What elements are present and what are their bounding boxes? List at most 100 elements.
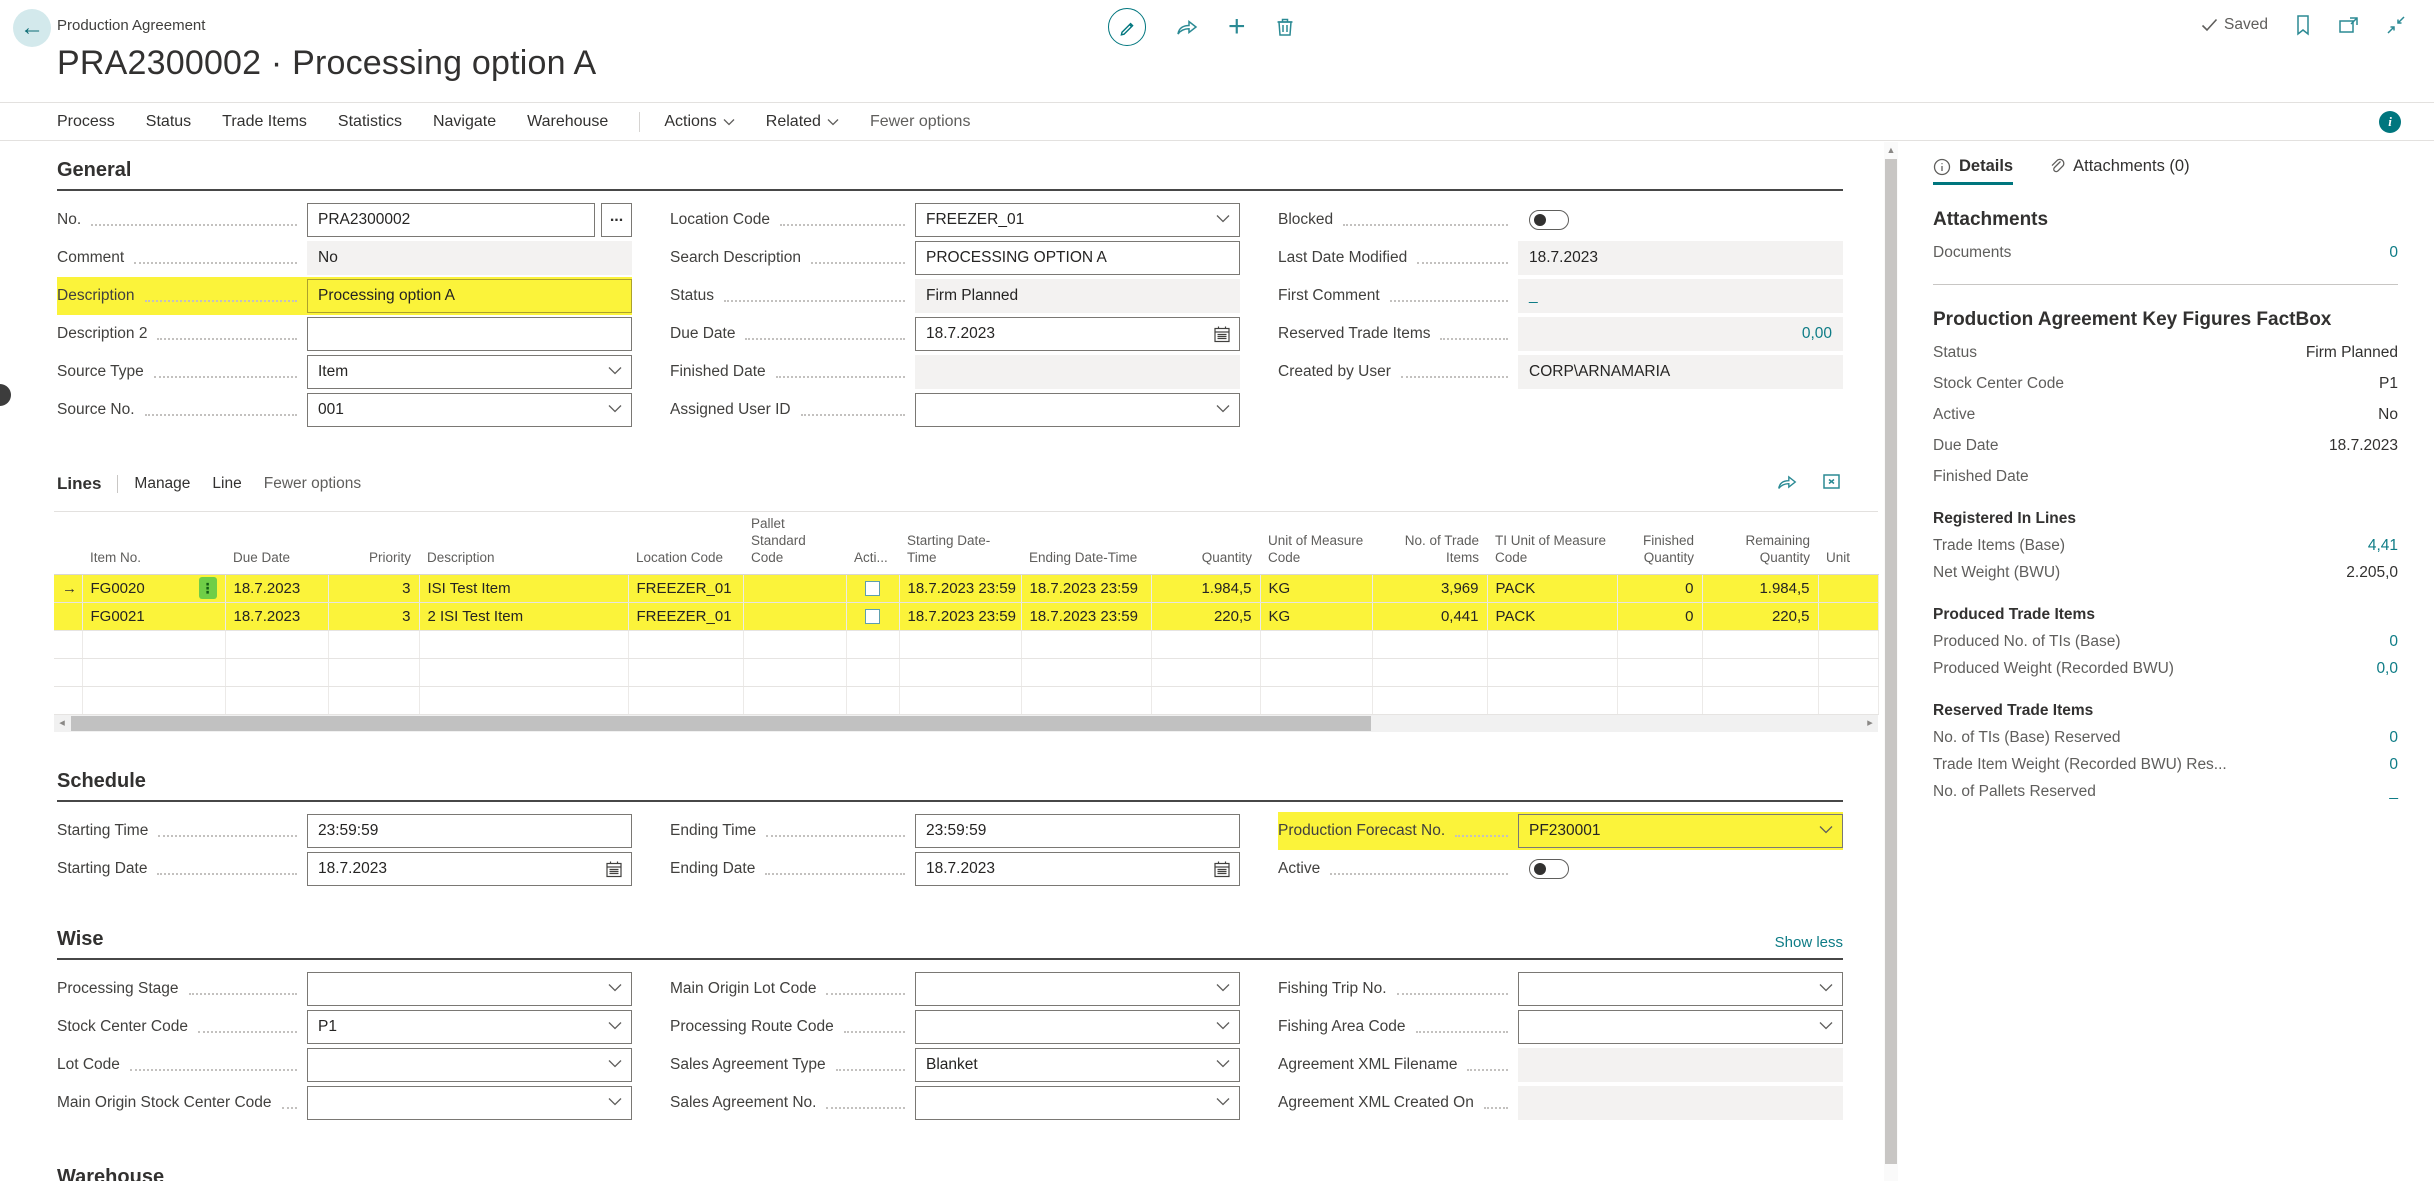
no-input[interactable]: PRA2300002 — [307, 203, 595, 237]
due-date-input[interactable]: 18.7.2023 — [915, 317, 1240, 351]
breadcrumb[interactable]: Production Agreement — [57, 17, 205, 34]
col-active[interactable]: Acti... — [846, 512, 899, 575]
main-vertical-scrollbar[interactable]: ▲ — [1884, 142, 1898, 1181]
source-no-select[interactable]: 001 — [307, 393, 632, 427]
col-remaining-quantity[interactable]: Remaining Quantity — [1702, 512, 1818, 575]
attachments-heading: Attachments — [1933, 209, 2398, 231]
delete-icon[interactable] — [1274, 15, 1296, 39]
lines-fewer-options[interactable]: Fewer options — [264, 475, 361, 493]
sales-agreement-type-select[interactable]: Blanket — [915, 1048, 1240, 1082]
lines-line-menu[interactable]: Line — [212, 475, 241, 493]
warehouse-section-title[interactable]: Warehouse — [57, 1166, 164, 1181]
col-finished-quantity[interactable]: Finished Quantity — [1617, 512, 1702, 575]
menu-process[interactable]: Process — [57, 113, 115, 131]
menu-warehouse[interactable]: Warehouse — [527, 113, 608, 131]
assigned-user-id-select[interactable] — [915, 393, 1240, 427]
new-icon[interactable]: + — [1228, 12, 1246, 42]
scrollbar-thumb[interactable] — [1885, 159, 1897, 1164]
tab-attachments[interactable]: Attachments (0) — [2049, 157, 2189, 185]
main-origin-stock-center-code-select[interactable] — [307, 1086, 632, 1120]
table-row[interactable]: → FG0020⋮ 18.7.2023 3 ISI Test Item FREE… — [54, 574, 1878, 602]
active-toggle[interactable] — [1529, 859, 1569, 879]
wise-section-title[interactable]: Wise — [57, 928, 104, 951]
kv-produced-no-of-tis: Produced No. of TIs (Base)0 — [1933, 633, 2398, 651]
collapse-icon[interactable] — [2386, 15, 2406, 35]
info-icon[interactable]: i — [2379, 111, 2401, 133]
blocked-toggle[interactable] — [1529, 210, 1569, 230]
processing-stage-select[interactable] — [307, 972, 632, 1006]
menu-navigate[interactable]: Navigate — [433, 113, 496, 131]
source-type-select[interactable]: Item — [307, 355, 632, 389]
calendar-icon[interactable] — [605, 860, 623, 879]
share-icon[interactable] — [1174, 15, 1200, 39]
menu-related[interactable]: Related — [766, 113, 839, 131]
lot-code-select[interactable] — [307, 1048, 632, 1082]
menu-fewer-options[interactable]: Fewer options — [870, 113, 971, 131]
active-checkbox[interactable] — [865, 609, 880, 624]
scroll-up-icon[interactable]: ▲ — [1884, 142, 1898, 158]
scroll-right-icon[interactable]: ▸ — [1862, 715, 1878, 732]
bookmark-icon[interactable] — [2294, 14, 2312, 36]
menu-trade-items[interactable]: Trade Items — [222, 113, 307, 131]
menu-statistics[interactable]: Statistics — [338, 113, 402, 131]
starting-time-input[interactable]: 23:59:59 — [307, 814, 632, 848]
starting-date-input[interactable]: 18.7.2023 — [307, 852, 632, 886]
open-in-excel-icon[interactable] — [1821, 471, 1843, 491]
col-description[interactable]: Description — [419, 512, 628, 575]
field-active: Active — [1278, 850, 1843, 888]
lines-manage-menu[interactable]: Manage — [134, 475, 190, 493]
calendar-icon[interactable] — [1213, 325, 1231, 344]
col-no-of-trade-items[interactable]: No. of Trade Items — [1372, 512, 1487, 575]
scrollbar-thumb[interactable] — [71, 716, 1371, 731]
production-forecast-no-select[interactable]: PF230001 — [1518, 814, 1843, 848]
general-section-title[interactable]: General — [57, 159, 131, 182]
col-pallet-standard-code[interactable]: Pallet Standard Code — [743, 512, 846, 575]
sales-agreement-no-select[interactable] — [915, 1086, 1240, 1120]
search-description-input[interactable]: PROCESSING OPTION A — [915, 241, 1240, 275]
col-item-no[interactable]: Item No. — [82, 512, 225, 575]
active-checkbox[interactable] — [865, 581, 880, 596]
assist-edit-button[interactable]: ... — [601, 203, 632, 237]
created-by-user-value: CORP\ARNAMARIA — [1518, 355, 1843, 389]
lines-table: Item No. Due Date Priority Description L… — [54, 511, 1879, 715]
ending-date-input[interactable]: 18.7.2023 — [915, 852, 1240, 886]
agreement-xml-created-on-value — [1518, 1086, 1843, 1120]
fishing-trip-no-select[interactable] — [1518, 972, 1843, 1006]
description-2-input[interactable] — [307, 317, 632, 351]
col-quantity[interactable]: Quantity — [1151, 512, 1260, 575]
documents-count[interactable]: 0 — [2389, 244, 2398, 262]
menu-actions[interactable]: Actions — [664, 113, 734, 131]
empty-row[interactable] — [54, 630, 1878, 658]
description-input[interactable]: Processing option A — [307, 279, 632, 313]
location-code-select[interactable]: FREEZER_01 — [915, 203, 1240, 237]
col-priority[interactable]: Priority — [328, 512, 419, 575]
show-less-link[interactable]: Show less — [1775, 934, 1843, 951]
processing-route-code-select[interactable] — [915, 1010, 1240, 1044]
fishing-area-code-select[interactable] — [1518, 1010, 1843, 1044]
main-origin-lot-code-select[interactable] — [915, 972, 1240, 1006]
empty-row[interactable] — [54, 658, 1878, 686]
table-row[interactable]: FG0021 18.7.2023 3 2 ISI Test Item FREEZ… — [54, 602, 1878, 630]
back-icon[interactable]: ← — [13, 9, 51, 47]
scroll-left-icon[interactable]: ◂ — [54, 715, 70, 732]
lines-horizontal-scrollbar[interactable]: ◂ ▸ — [54, 715, 1878, 732]
col-uom-code[interactable]: Unit of Measure Code — [1260, 512, 1372, 575]
open-in-new-window-icon[interactable] — [2338, 15, 2360, 35]
empty-row[interactable] — [54, 686, 1878, 714]
menu-status[interactable]: Status — [146, 113, 191, 131]
col-starting-date-time[interactable]: Starting Date-Time — [899, 512, 1021, 575]
share-icon[interactable] — [1775, 471, 1799, 493]
edit-icon[interactable] — [1108, 8, 1146, 46]
col-location-code[interactable]: Location Code — [628, 512, 743, 575]
col-due-date[interactable]: Due Date — [225, 512, 328, 575]
stock-center-code-select[interactable]: P1 — [307, 1010, 632, 1044]
col-unit[interactable]: Unit — [1818, 512, 1878, 575]
tab-details[interactable]: Details — [1933, 157, 2013, 185]
ending-time-input[interactable]: 23:59:59 — [915, 814, 1240, 848]
lines-tab[interactable]: Lines — [57, 474, 101, 494]
calendar-icon[interactable] — [1213, 860, 1231, 879]
col-ending-date-time[interactable]: Ending Date-Time — [1021, 512, 1151, 575]
col-ti-uom-code[interactable]: TI Unit of Measure Code — [1487, 512, 1617, 575]
row-context-menu-icon[interactable]: ⋮ — [199, 577, 217, 599]
schedule-section-title[interactable]: Schedule — [57, 770, 146, 793]
